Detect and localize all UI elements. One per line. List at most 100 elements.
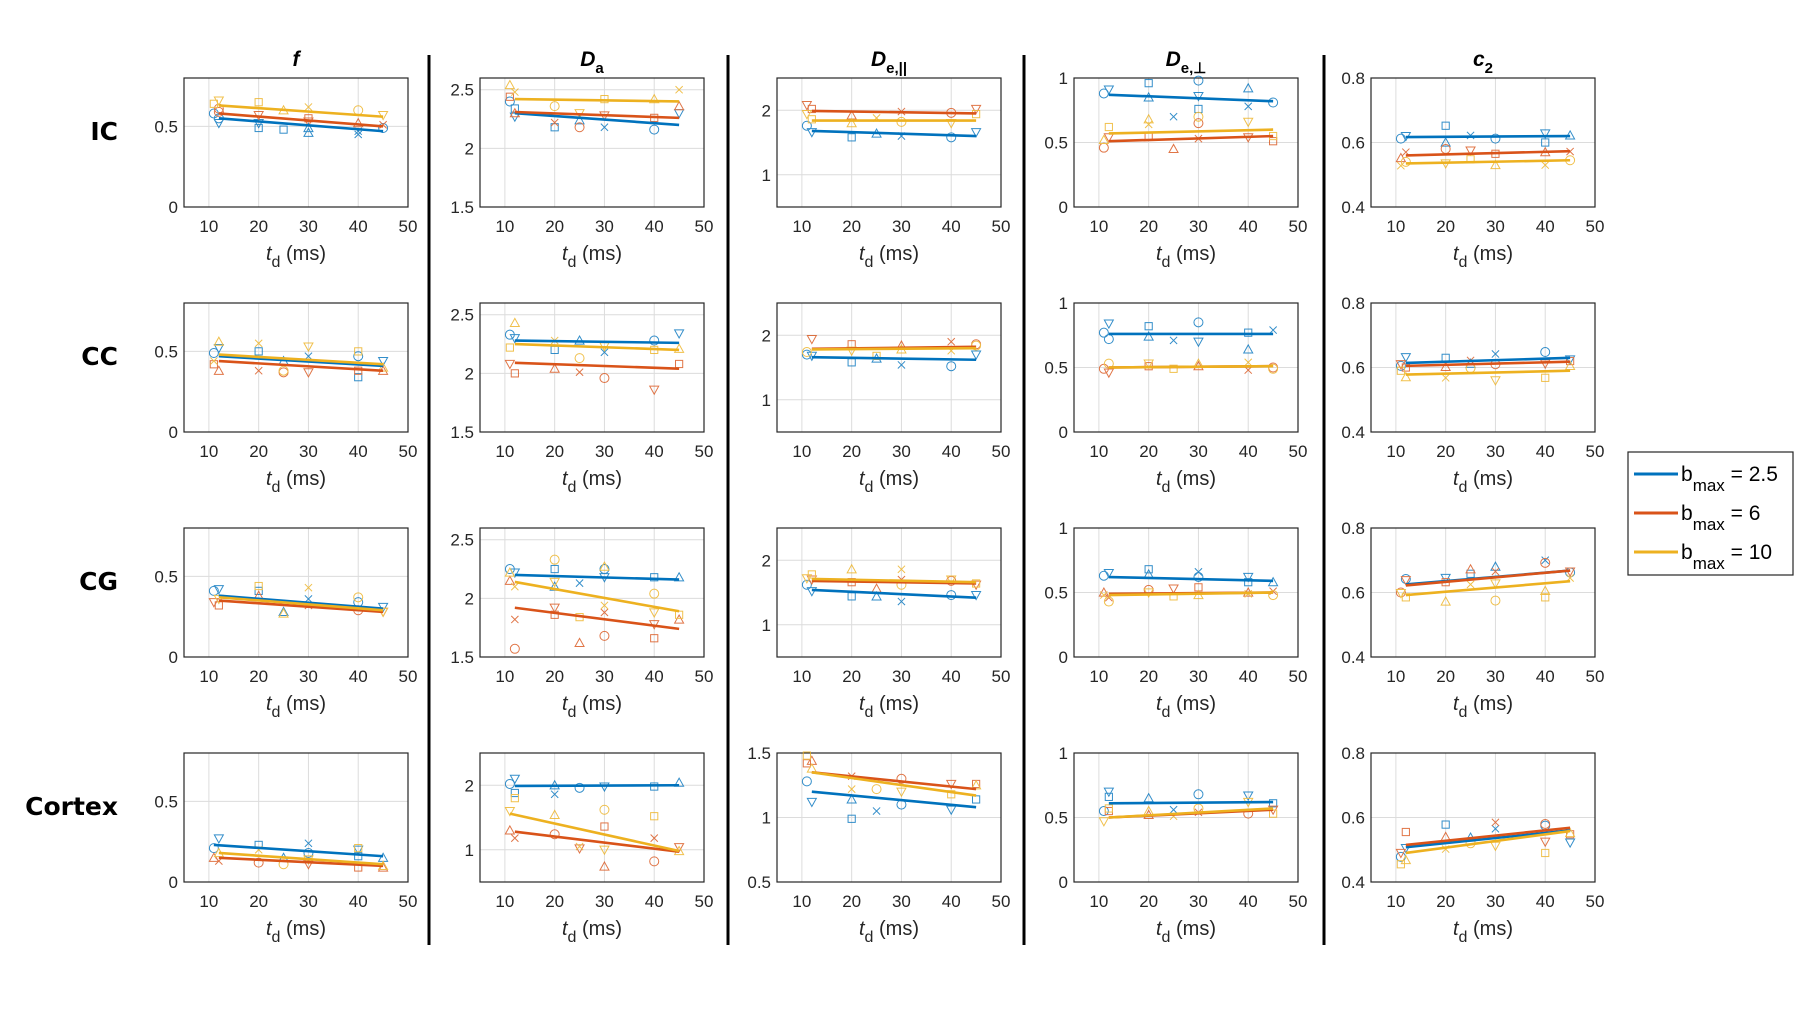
panel-ic-dep: 10 20 30 40 50 0 0.5 1 td (ms): [1044, 69, 1307, 271]
fit-line: [811, 346, 977, 351]
data-point: [1169, 805, 1178, 814]
x-axis-label: td (ms): [1156, 693, 1216, 721]
data-point: [1564, 355, 1576, 365]
data-point: [945, 779, 957, 790]
data-point: [673, 343, 685, 353]
fit-line: [514, 110, 680, 120]
panel-cortex-da: 10 20 30 40 50 1 2 td (ms): [465, 752, 713, 946]
fit-line: [1405, 356, 1571, 365]
data-point: [254, 581, 263, 591]
data-point: [1103, 133, 1115, 143]
y-tick-label: 1: [762, 166, 771, 185]
data-point: [304, 839, 313, 848]
data-point: [648, 608, 660, 618]
fit-line: [1108, 800, 1274, 805]
data-point: [378, 122, 389, 133]
data-point: [649, 335, 660, 346]
data-point: [946, 132, 957, 143]
x-tick-label: 50: [399, 217, 418, 236]
fit-line: [811, 771, 977, 797]
x-tick-label: 40: [1239, 217, 1258, 236]
data-point: [1269, 326, 1278, 335]
y-tick-label: 2.5: [450, 531, 474, 550]
x-tick-label: 30: [892, 892, 911, 911]
data-point: [213, 834, 225, 844]
data-point: [303, 847, 314, 858]
column-titles: f Da De,|| De,⊥ c2: [293, 48, 1494, 77]
axes-box: [1370, 752, 1596, 883]
axes-box: [1073, 752, 1299, 883]
data-point: [1395, 133, 1406, 144]
x-tick-label: 10: [1089, 217, 1108, 236]
fit-line: [1405, 149, 1571, 157]
x-tick-label: 20: [842, 442, 861, 461]
data-point: [600, 123, 609, 132]
data-point: [505, 92, 514, 101]
panel-cc-del: 10 20 30 40 50 1 2 td (ms): [762, 302, 1010, 496]
y-tick-label: 2: [762, 551, 771, 570]
x-tick-label: 40: [1536, 217, 1555, 236]
x-tick-label: 10: [1089, 892, 1108, 911]
row-label: CC: [81, 342, 118, 371]
x-tick-label: 10: [495, 892, 514, 911]
data-point: [945, 805, 957, 816]
x-tick-label: 30: [595, 892, 614, 911]
x-tick-label: 50: [695, 442, 714, 461]
x-tick-label: 40: [942, 667, 961, 686]
data-point: [509, 334, 521, 344]
data-point: [504, 806, 516, 817]
data-point: [599, 373, 610, 384]
fit-line: [218, 117, 384, 133]
data-point: [354, 347, 363, 356]
panel-cg-da: 10 20 30 40 50 1.5 2 2.5 td (ms): [450, 527, 713, 721]
x-axis-label: td (ms): [859, 693, 919, 721]
panel-cg-dep: 10 20 30 40 50 0 0.5 1 td (ms): [1044, 519, 1307, 721]
x-tick-label: 50: [1586, 892, 1605, 911]
fit-line: [1108, 575, 1274, 583]
fit-line: [218, 594, 384, 610]
data-point: [1143, 113, 1155, 124]
data-point: [801, 110, 813, 120]
column-title: De,⊥: [1166, 48, 1207, 77]
x-tick-label: 30: [892, 667, 911, 686]
fit-line: [218, 112, 384, 128]
x-tick-label: 40: [942, 442, 961, 461]
y-tick-label: 0.5: [747, 873, 771, 892]
points: [208, 336, 389, 382]
data-point: [896, 773, 907, 784]
data-point: [1396, 366, 1405, 375]
data-point: [1193, 118, 1204, 129]
data-point: [1541, 593, 1550, 602]
x-tick-label: 50: [1289, 442, 1308, 461]
x-tick-label: 10: [199, 892, 218, 911]
data-point: [550, 790, 559, 799]
data-point: [509, 774, 521, 785]
x-tick-label: 40: [349, 217, 368, 236]
data-point: [806, 335, 818, 345]
data-point: [1193, 572, 1204, 583]
data-point: [303, 342, 314, 353]
x-axis-label: td (ms): [1156, 468, 1216, 496]
data-point: [806, 797, 818, 808]
data-point: [509, 643, 520, 654]
data-point: [1103, 358, 1114, 369]
data-point: [353, 592, 364, 603]
x-tick-label: 20: [249, 667, 268, 686]
data-point: [1541, 848, 1550, 858]
x-tick-label: 40: [1239, 442, 1258, 461]
panel-cg-c2: 10 20 30 40 50 0.4 0.6 0.8 td (ms): [1341, 519, 1604, 721]
data-point: [213, 594, 225, 605]
x-tick-label: 10: [1386, 217, 1405, 236]
y-tick-label: 1: [1059, 519, 1068, 538]
data-point: [872, 807, 881, 816]
fit-line: [1405, 829, 1571, 855]
data-point: [947, 790, 956, 799]
data-point: [1564, 838, 1576, 849]
data-point: [574, 334, 585, 345]
x-tick-label: 50: [1586, 217, 1605, 236]
x-axis-label: td (ms): [266, 918, 326, 946]
data-point: [1098, 586, 1110, 597]
data-point: [1168, 584, 1179, 595]
data-point: [1242, 82, 1254, 93]
